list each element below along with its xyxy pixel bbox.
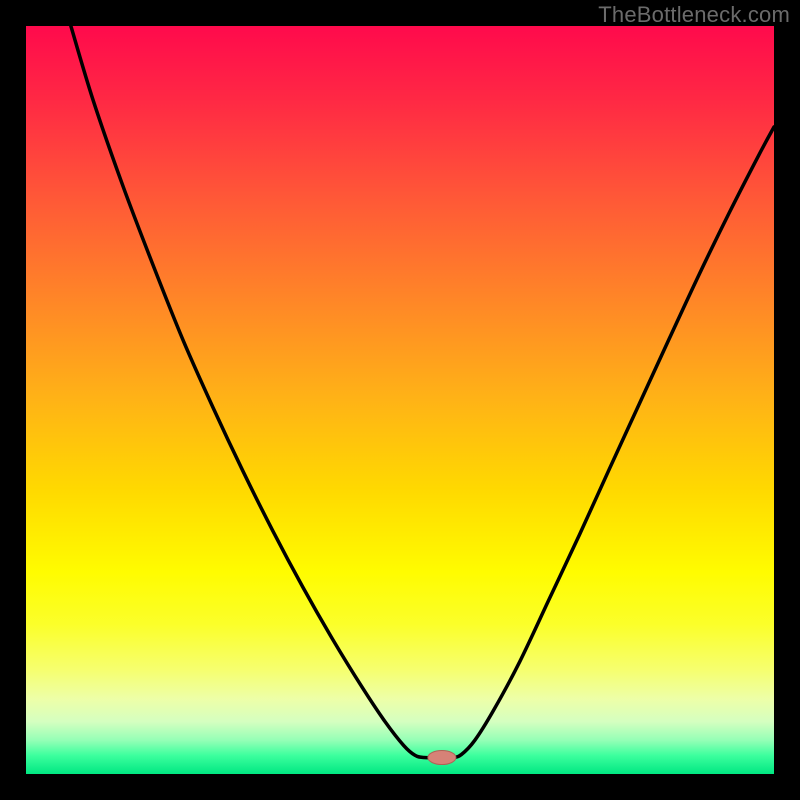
chart-background-gradient — [26, 26, 774, 774]
optimal-point-marker — [428, 751, 456, 765]
chart-container: TheBottleneck.com — [0, 0, 800, 800]
watermark-text: TheBottleneck.com — [598, 2, 790, 28]
bottleneck-curve-chart — [0, 0, 800, 800]
